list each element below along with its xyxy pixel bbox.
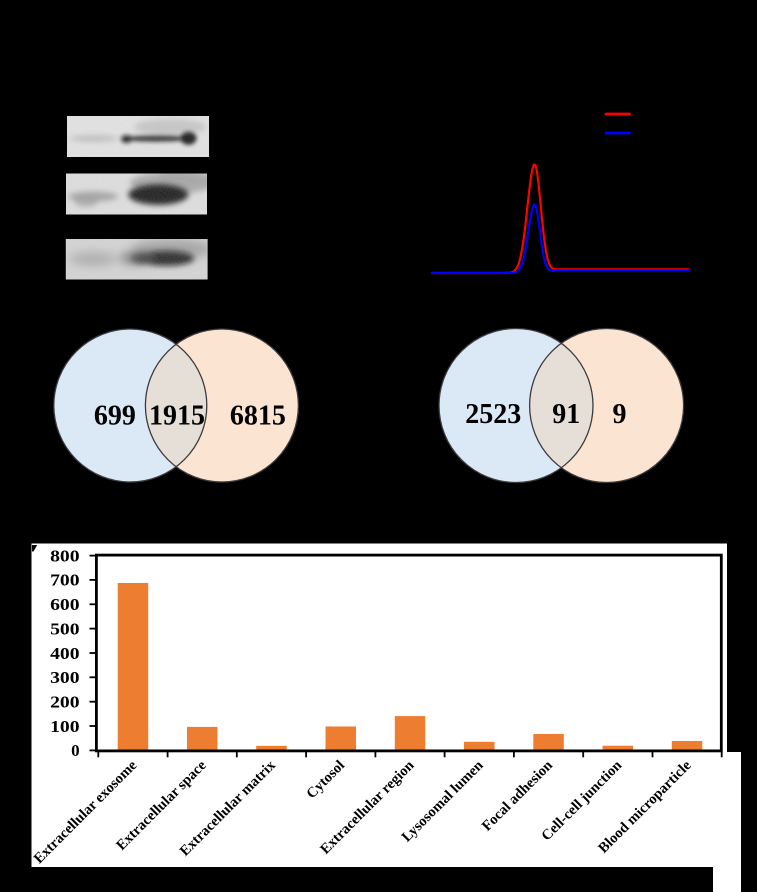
svg-text:9: 9	[613, 399, 627, 430]
svg-text:600: 600	[50, 595, 80, 614]
svg-text:100: 100	[50, 717, 80, 736]
svg-text:700: 700	[50, 571, 80, 590]
svg-text:0: 0	[71, 741, 80, 760]
svg-text:300: 300	[50, 668, 80, 687]
svg-text:800: 800	[50, 546, 80, 565]
svg-text:1915: 1915	[149, 401, 205, 432]
svg-text:400: 400	[50, 644, 80, 663]
svg-text:500: 500	[50, 619, 80, 638]
svg-text:2523: 2523	[465, 399, 521, 430]
svg-text:91: 91	[552, 399, 580, 430]
svg-text:699: 699	[94, 401, 136, 432]
svg-text:6815: 6815	[230, 401, 286, 432]
svg-text:200: 200	[50, 693, 80, 712]
